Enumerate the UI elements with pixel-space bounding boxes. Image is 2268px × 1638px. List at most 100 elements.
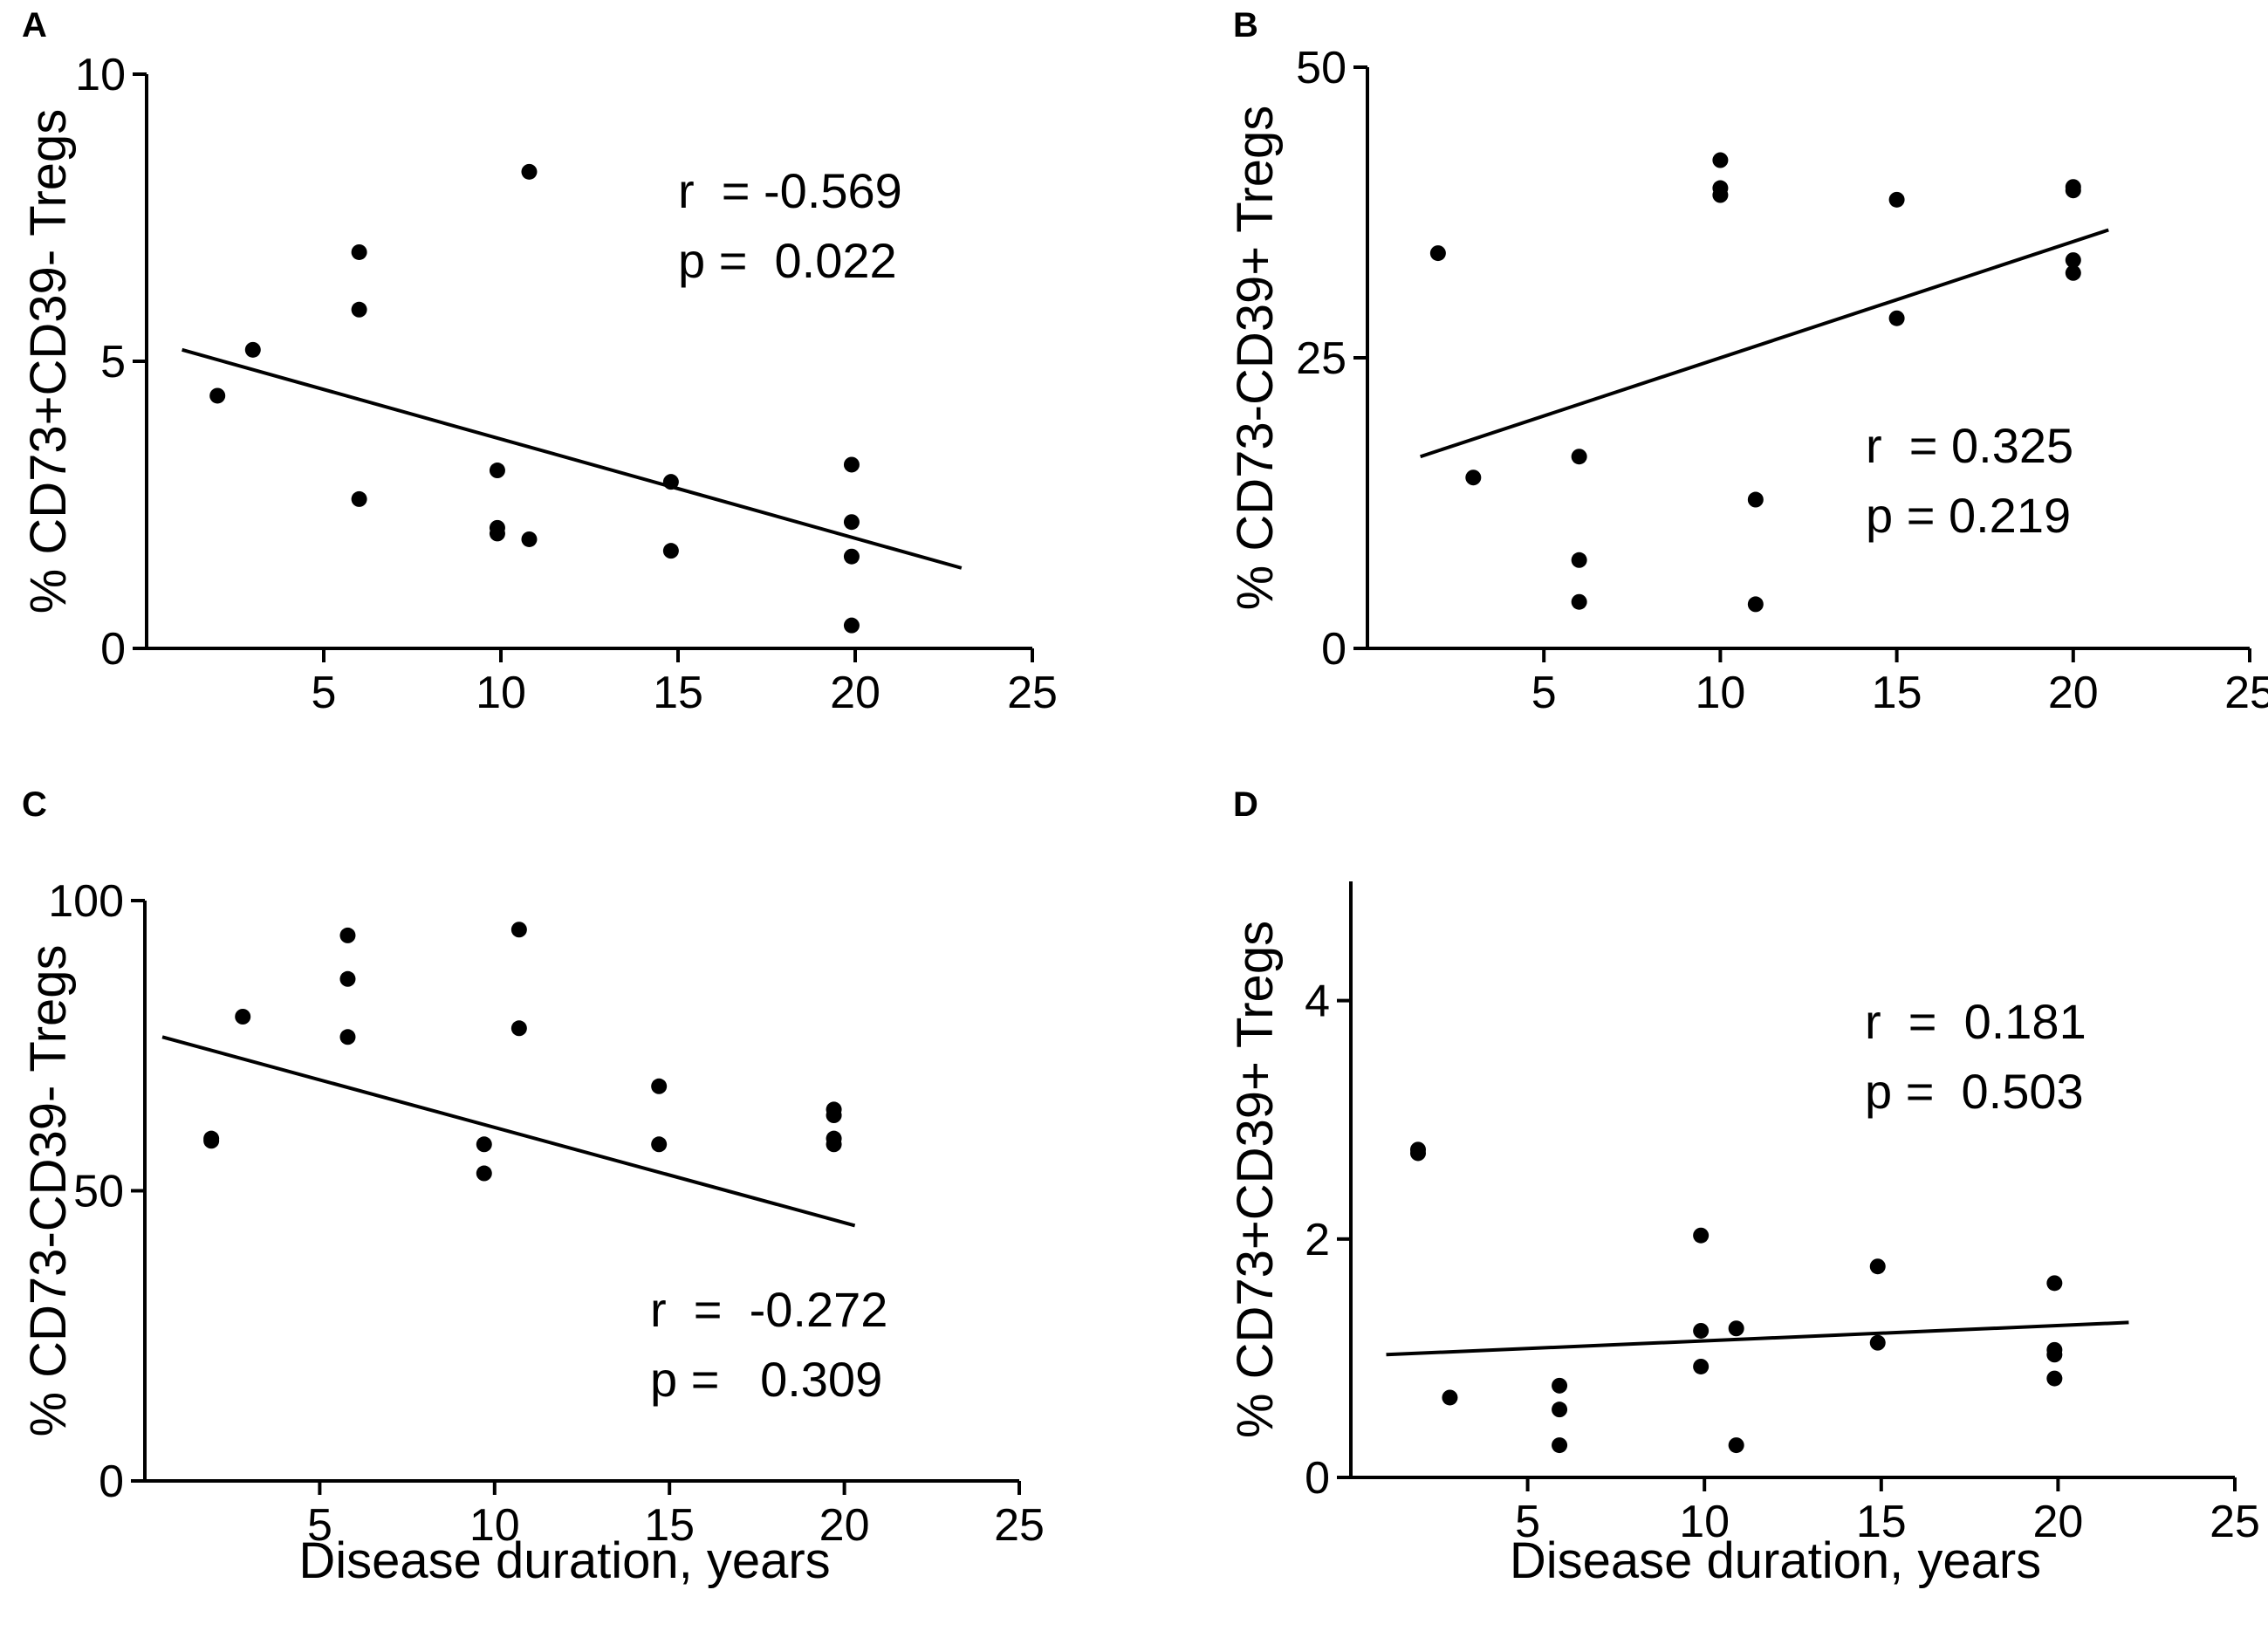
panel-c-y-tick-label: 100: [48, 876, 124, 927]
panel-a-data-point: [662, 543, 679, 559]
panel-c-letter: C: [22, 785, 47, 824]
panel-d-y-axis-title: % CD73+CD39+ Tregs: [1227, 921, 1284, 1438]
panel-a-data-point: [843, 617, 860, 634]
panel-c-p-value: p = 0.309: [650, 1352, 882, 1407]
panel-d-data-point: [1442, 1389, 1458, 1406]
panel-b-data-point: [2065, 252, 2081, 269]
panel-d-r-value: r = 0.181: [1865, 994, 2086, 1049]
panel-d-x-tick-label: 15: [1856, 1497, 1907, 1547]
panel-b-letter: B: [1233, 6, 1258, 45]
panel-c-x-tick-label: 15: [644, 1500, 695, 1551]
panel-c-x-tick-label: 5: [307, 1500, 332, 1551]
panel-a-y-tick-label: 0: [100, 624, 126, 675]
panel-d-y-tick-label: 2: [1305, 1215, 1330, 1265]
panel-a-data-point: [521, 531, 538, 547]
panel-d-x-axis-title: Disease duration, years: [1510, 1532, 2041, 1589]
panel-a-data-point: [489, 463, 505, 479]
panel-b-data-point: [1465, 469, 1482, 486]
panel-a-data-point: [843, 456, 860, 473]
panel-d-data-point: [1552, 1377, 1568, 1394]
panel-c: C 0 50 100 5 10 15 20 25 % CD73-CD39- Tregs Diseas…: [20, 785, 1045, 1589]
panel-a-x-tick-label: 20: [830, 668, 880, 718]
panel-b-x-tick-label: 15: [1872, 668, 1922, 718]
panel-a-x-tick-label: 15: [653, 668, 703, 718]
panel-c-x-tick-label: 25: [994, 1500, 1045, 1551]
panel-b-y-tick-label: 25: [1296, 333, 1346, 384]
panel-c-y-tick-label: 50: [73, 1167, 124, 1217]
panel-d-x-tick-label: 20: [2032, 1497, 2083, 1547]
panel-c-data-point: [651, 1136, 668, 1153]
panel-d-data-point: [2046, 1347, 2063, 1363]
panel-c-x-tick-label: 10: [469, 1500, 520, 1551]
panel-a-data-point: [351, 490, 367, 507]
panel-c-data-point: [203, 1133, 220, 1149]
panel-c-data-point: [651, 1078, 668, 1094]
panel-b-y-tick-label: 0: [1321, 624, 1346, 675]
panel-b-data-point: [1571, 552, 1587, 568]
panel-d-p-value: p = 0.503: [1865, 1064, 2084, 1119]
panel-d: D 0 2 4 5 10 15 20 25 % CD73+CD39+ Tregs Disease d…: [1227, 785, 2260, 1589]
panel-d-data-point: [1869, 1258, 1886, 1275]
panel-d-data-point: [1728, 1437, 1744, 1454]
panel-b-r-value: r = 0.325: [1866, 418, 2073, 473]
panel-c-y-axis-title: % CD73-CD39- Tregs: [20, 944, 77, 1436]
panel-a-data-point: [351, 301, 367, 318]
panel-b-x-tick-label: 10: [1695, 668, 1745, 718]
panel-b-data-point: [1888, 310, 1905, 326]
panel-d-data-point: [1693, 1322, 1710, 1339]
panel-a-p-value: p = 0.022: [678, 233, 897, 288]
panel-c-data-point: [826, 1107, 842, 1124]
panel-d-data-point: [1552, 1402, 1568, 1418]
panel-c-data-point: [510, 922, 527, 938]
panel-b-data-point: [1747, 596, 1764, 613]
panel-b-data-point: [2065, 264, 2081, 281]
panel-a-r-value: r = -0.569: [678, 163, 902, 218]
panel-d-data-point: [2046, 1275, 2063, 1292]
panel-b-regression-line: [1420, 228, 2109, 459]
panel-b-y-axis-title: % CD73-CD39+ Tregs: [1227, 106, 1284, 611]
panel-a-regression-line: [182, 347, 963, 570]
panel-d-regression-line: [1386, 1320, 2129, 1357]
panel-a: A 0 5 10 5 10 15 20 25 % CD73+CD39- Tregs r = -0.5…: [20, 6, 1058, 718]
panel-c-data-point: [339, 1029, 356, 1045]
panel-c-x-axis-title: Disease duration, years: [298, 1532, 830, 1589]
panel-b-x-tick-label: 20: [2048, 668, 2099, 718]
panel-d-data-point: [1693, 1358, 1710, 1374]
panel-d-letter: D: [1233, 785, 1258, 824]
panel-c-data-point: [476, 1165, 492, 1182]
panel-c-data-point: [339, 927, 356, 943]
panel-d-x-tick-label: 5: [1515, 1497, 1540, 1547]
panel-a-data-point: [662, 474, 679, 490]
panel-b-x-tick-label: 5: [1531, 668, 1557, 718]
panel-b-data-point: [1712, 152, 1729, 168]
panel-b-data-point: [1712, 187, 1729, 203]
panel-d-x-tick-label: 10: [1679, 1497, 1730, 1547]
panel-a-data-point: [521, 163, 538, 180]
panel-b-data-point: [1571, 449, 1587, 465]
panel-a-data-point: [489, 525, 505, 542]
panel-d-y-tick-label: 0: [1305, 1453, 1330, 1504]
panel-a-data-point: [843, 548, 860, 565]
panel-a-y-axis-title: % CD73+CD39- Tregs: [20, 109, 77, 614]
panel-d-x-tick-label: 25: [2210, 1497, 2260, 1547]
panel-a-x-tick-label: 25: [1007, 668, 1058, 718]
panel-d-data-point: [1552, 1437, 1568, 1454]
panel-d-data-point: [1409, 1145, 1426, 1162]
panel-c-y-tick-label: 0: [99, 1456, 124, 1507]
panel-c-data-point: [476, 1136, 492, 1153]
panel-b-y-tick-label: 50: [1296, 43, 1346, 93]
panel-d-data-point: [2046, 1370, 2063, 1387]
panel-a-data-point: [843, 514, 860, 531]
panel-c-regression-line: [161, 1035, 856, 1228]
panel-b-data-point: [1571, 593, 1587, 610]
panel-a-letter: A: [22, 6, 47, 45]
panel-d-data-point: [1728, 1320, 1744, 1337]
panel-b-data-point: [1888, 191, 1905, 208]
panel-c-data-point: [235, 1009, 251, 1025]
panel-d-data-point: [1869, 1334, 1886, 1351]
panel-b-x-tick-label: 25: [2224, 668, 2268, 718]
panel-a-data-point: [209, 387, 226, 404]
panel-c-data-point: [510, 1020, 527, 1037]
